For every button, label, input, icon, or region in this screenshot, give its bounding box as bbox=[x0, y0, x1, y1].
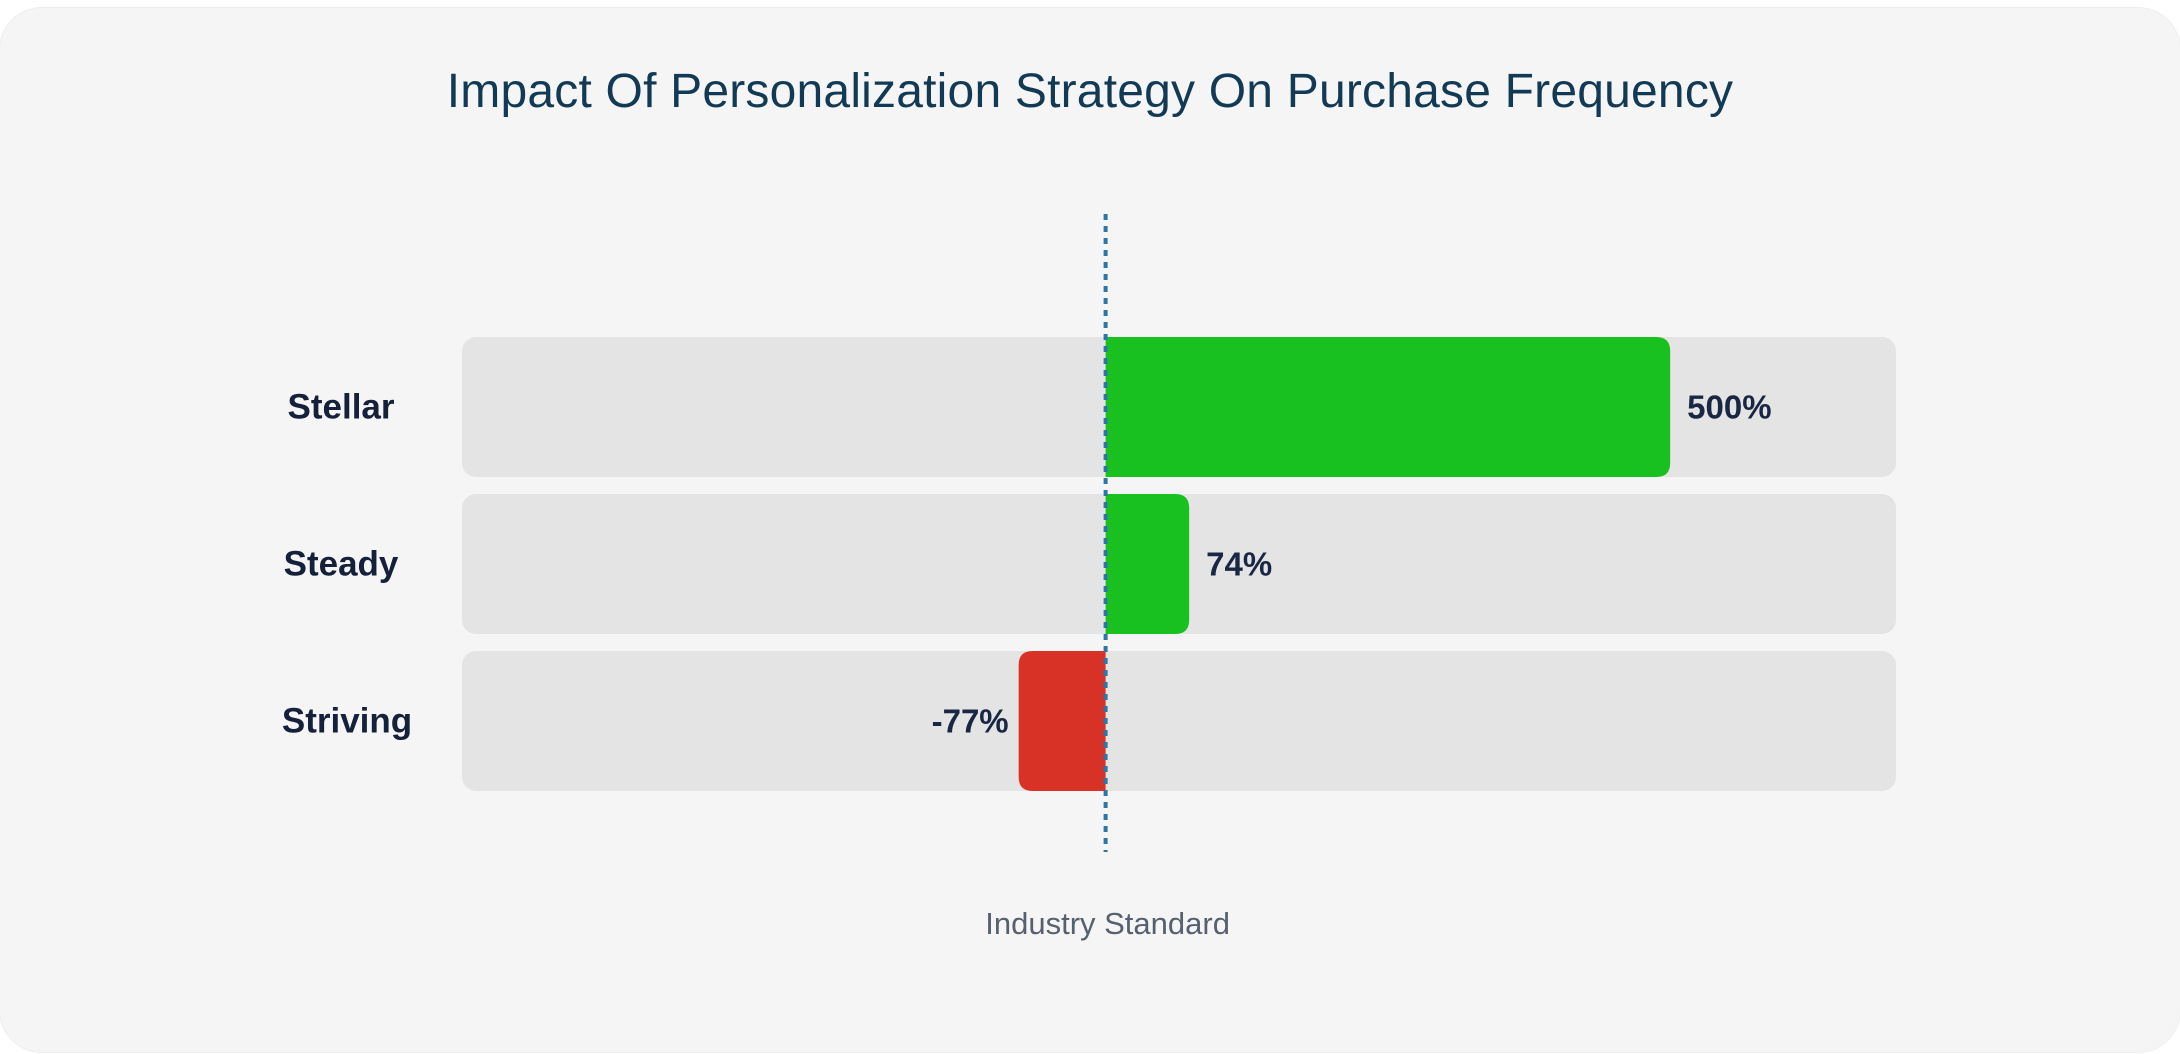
industry-standard-label: Industry Standard bbox=[985, 906, 1230, 941]
category-label-0: Stellar bbox=[288, 388, 395, 427]
bar-track-2 bbox=[462, 651, 1896, 791]
value-label-2: -77% bbox=[932, 703, 1009, 740]
chart-title: Impact Of Personalization Strategy On Pu… bbox=[446, 65, 1734, 118]
bar-0 bbox=[1105, 337, 1671, 477]
category-label-2: Striving bbox=[282, 702, 412, 741]
category-label-1: Steady bbox=[284, 545, 399, 584]
value-label-1: 74% bbox=[1206, 546, 1272, 583]
value-label-0: 500% bbox=[1687, 389, 1771, 426]
bar-2 bbox=[1018, 651, 1106, 791]
bar-1 bbox=[1105, 494, 1190, 634]
